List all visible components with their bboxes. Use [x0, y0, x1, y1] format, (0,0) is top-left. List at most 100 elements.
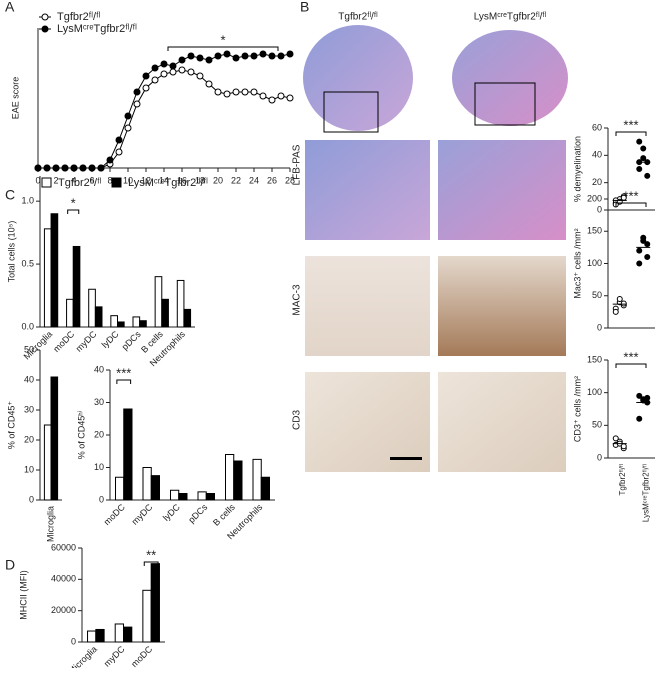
marker [187, 52, 195, 60]
y-tick-label: 0 [99, 494, 104, 504]
bar [142, 589, 152, 643]
x-tick-label: 14 [159, 175, 169, 185]
micrograph [438, 140, 566, 240]
dot [636, 415, 643, 422]
dot [644, 254, 651, 261]
x-tick-label: moDC [102, 502, 127, 527]
y-axis-title: CD3⁺ cells /mm² [572, 376, 582, 442]
bar [114, 623, 124, 643]
bar [233, 460, 243, 501]
micrograph [305, 256, 430, 356]
marker [250, 88, 258, 96]
marker [178, 66, 186, 74]
dot [644, 241, 651, 248]
legend-label: Tgfbr2ᶠˡ/ᶠˡ [57, 11, 101, 23]
y-tick-label: 20 [94, 429, 104, 439]
bar [170, 489, 180, 501]
marker [277, 92, 285, 100]
marker [151, 76, 159, 84]
marker [79, 164, 87, 172]
significance-bracket [67, 209, 80, 214]
marker [52, 164, 60, 172]
marker [259, 92, 267, 100]
panel-label: B [300, 0, 309, 15]
marker [196, 72, 204, 80]
y-tick-label: 200 [587, 193, 602, 203]
section-image [303, 25, 413, 131]
marker [214, 52, 222, 60]
panel-label: C [5, 187, 15, 203]
x-tick-label: 0 [35, 175, 40, 185]
bar [150, 475, 160, 501]
y-tick-label: 50 [592, 290, 602, 300]
y-axis-title: % of CD45ʰⁱ [76, 410, 86, 459]
y-tick-label: 30 [94, 397, 104, 407]
marker [106, 156, 114, 164]
x-tick-label: 16 [177, 175, 187, 185]
marker [133, 100, 141, 108]
marker [115, 148, 123, 156]
x-tick-label: 12 [141, 175, 151, 185]
x-tick-label: lyDC [100, 329, 121, 350]
x-tick-label: 22 [231, 175, 241, 185]
bar [178, 493, 188, 501]
marker [133, 88, 141, 96]
dot [636, 247, 643, 254]
significance-bracket [167, 46, 279, 51]
marker [187, 68, 195, 76]
dot [640, 145, 647, 152]
bar [161, 298, 169, 328]
legend-swatch [41, 177, 52, 188]
significance-label: *** [623, 349, 638, 364]
marker [160, 70, 168, 78]
column-title: LysMᶜʳᵉTgfbr2ᶠˡ/ᶠˡ [474, 12, 547, 23]
marker [241, 52, 249, 60]
y-tick-label: 60 [592, 122, 602, 132]
marker [196, 54, 204, 62]
bar [197, 491, 207, 501]
dot [644, 394, 651, 401]
bar [260, 476, 270, 501]
y-tick-label: 0 [29, 494, 34, 504]
dot [636, 138, 643, 145]
x-tick-label: 28 [285, 175, 295, 185]
legend-label: LysMᶜʳᵉTgfbr2ᶠˡ/ᶠˡ [128, 177, 208, 189]
bar [43, 424, 52, 501]
bar [142, 467, 152, 501]
y-tick-label: 20 [592, 177, 602, 187]
legend-swatch [111, 177, 122, 188]
y-axis-title: MHCII (MFI) [18, 570, 28, 620]
marker [178, 56, 186, 64]
dot [636, 166, 643, 172]
marker [124, 112, 132, 120]
bar [252, 458, 262, 501]
y-tick-label: 100 [587, 387, 602, 397]
y-tick-label: 0.5 [21, 258, 34, 268]
x-tick-label: B cells [211, 502, 237, 528]
bar [50, 213, 59, 328]
bar [72, 245, 81, 328]
x-tick-label: Microglia [45, 506, 55, 542]
x-tick-label: LysMᶜʳᵉTgfbr2ᶠˡ/ᶠˡ [641, 464, 650, 522]
bar [43, 228, 52, 328]
marker [286, 94, 294, 102]
significance-label: *** [623, 188, 638, 203]
marker [232, 54, 240, 62]
x-tick-label: 18 [195, 175, 205, 185]
x-tick-label: 10 [123, 175, 133, 185]
line [38, 69, 291, 169]
bar [205, 493, 215, 501]
significance-bracket [615, 363, 647, 368]
micrograph [438, 372, 566, 472]
micrograph [305, 372, 430, 472]
dot [640, 237, 647, 244]
marker [286, 50, 294, 58]
y-tick-label: 1.0 [21, 196, 34, 206]
x-tick-label: Microglia [66, 644, 99, 668]
y-tick-label: 0 [71, 636, 76, 646]
y-axis-title: EAE score [10, 77, 20, 120]
bar [88, 288, 96, 328]
significance-label: *** [623, 117, 638, 132]
legend-marker [41, 13, 49, 21]
